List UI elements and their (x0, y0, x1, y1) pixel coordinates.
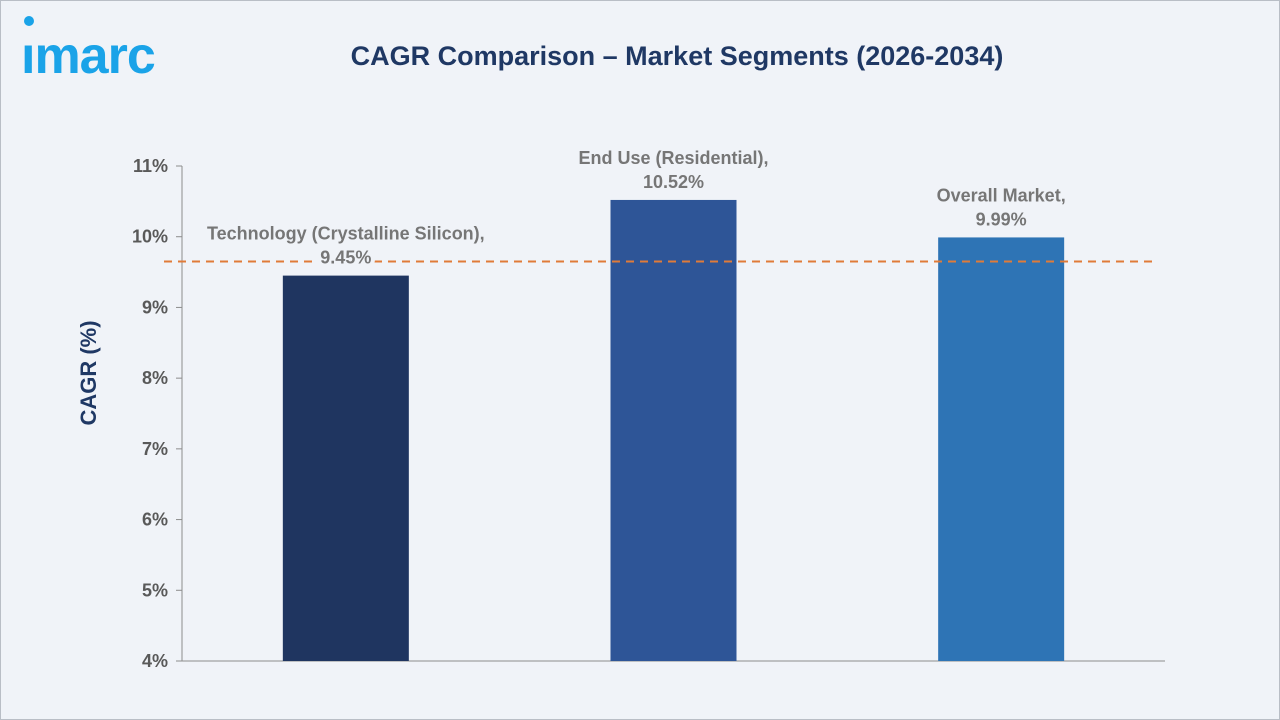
bar (938, 237, 1065, 661)
bar (610, 199, 737, 661)
y-tick-label: 7% (142, 439, 168, 459)
chart-title: CAGR Comparison – Market Segments (2026-… (350, 41, 1004, 71)
y-tick-label: 8% (142, 368, 168, 388)
imarc-logo: ımarc (21, 16, 156, 81)
data-label: Overall Market, (937, 185, 1066, 205)
bar (282, 275, 409, 661)
data-label: 9.45% (320, 248, 371, 268)
y-tick-label: 10% (132, 227, 168, 247)
y-tick-label: 5% (142, 580, 168, 600)
svg-text:ımarc: ımarc (21, 27, 155, 81)
y-tick-label: 4% (142, 651, 168, 671)
data-label: 10.52% (643, 172, 704, 192)
data-label: 9.99% (976, 209, 1027, 229)
data-label: End Use (Residential), (578, 148, 768, 168)
y-tick-label: 11% (133, 156, 168, 176)
y-tick-label: 6% (142, 510, 168, 530)
data-label: Technology (Crystalline Silicon), (207, 224, 485, 244)
y-tick-label: 9% (142, 297, 168, 317)
